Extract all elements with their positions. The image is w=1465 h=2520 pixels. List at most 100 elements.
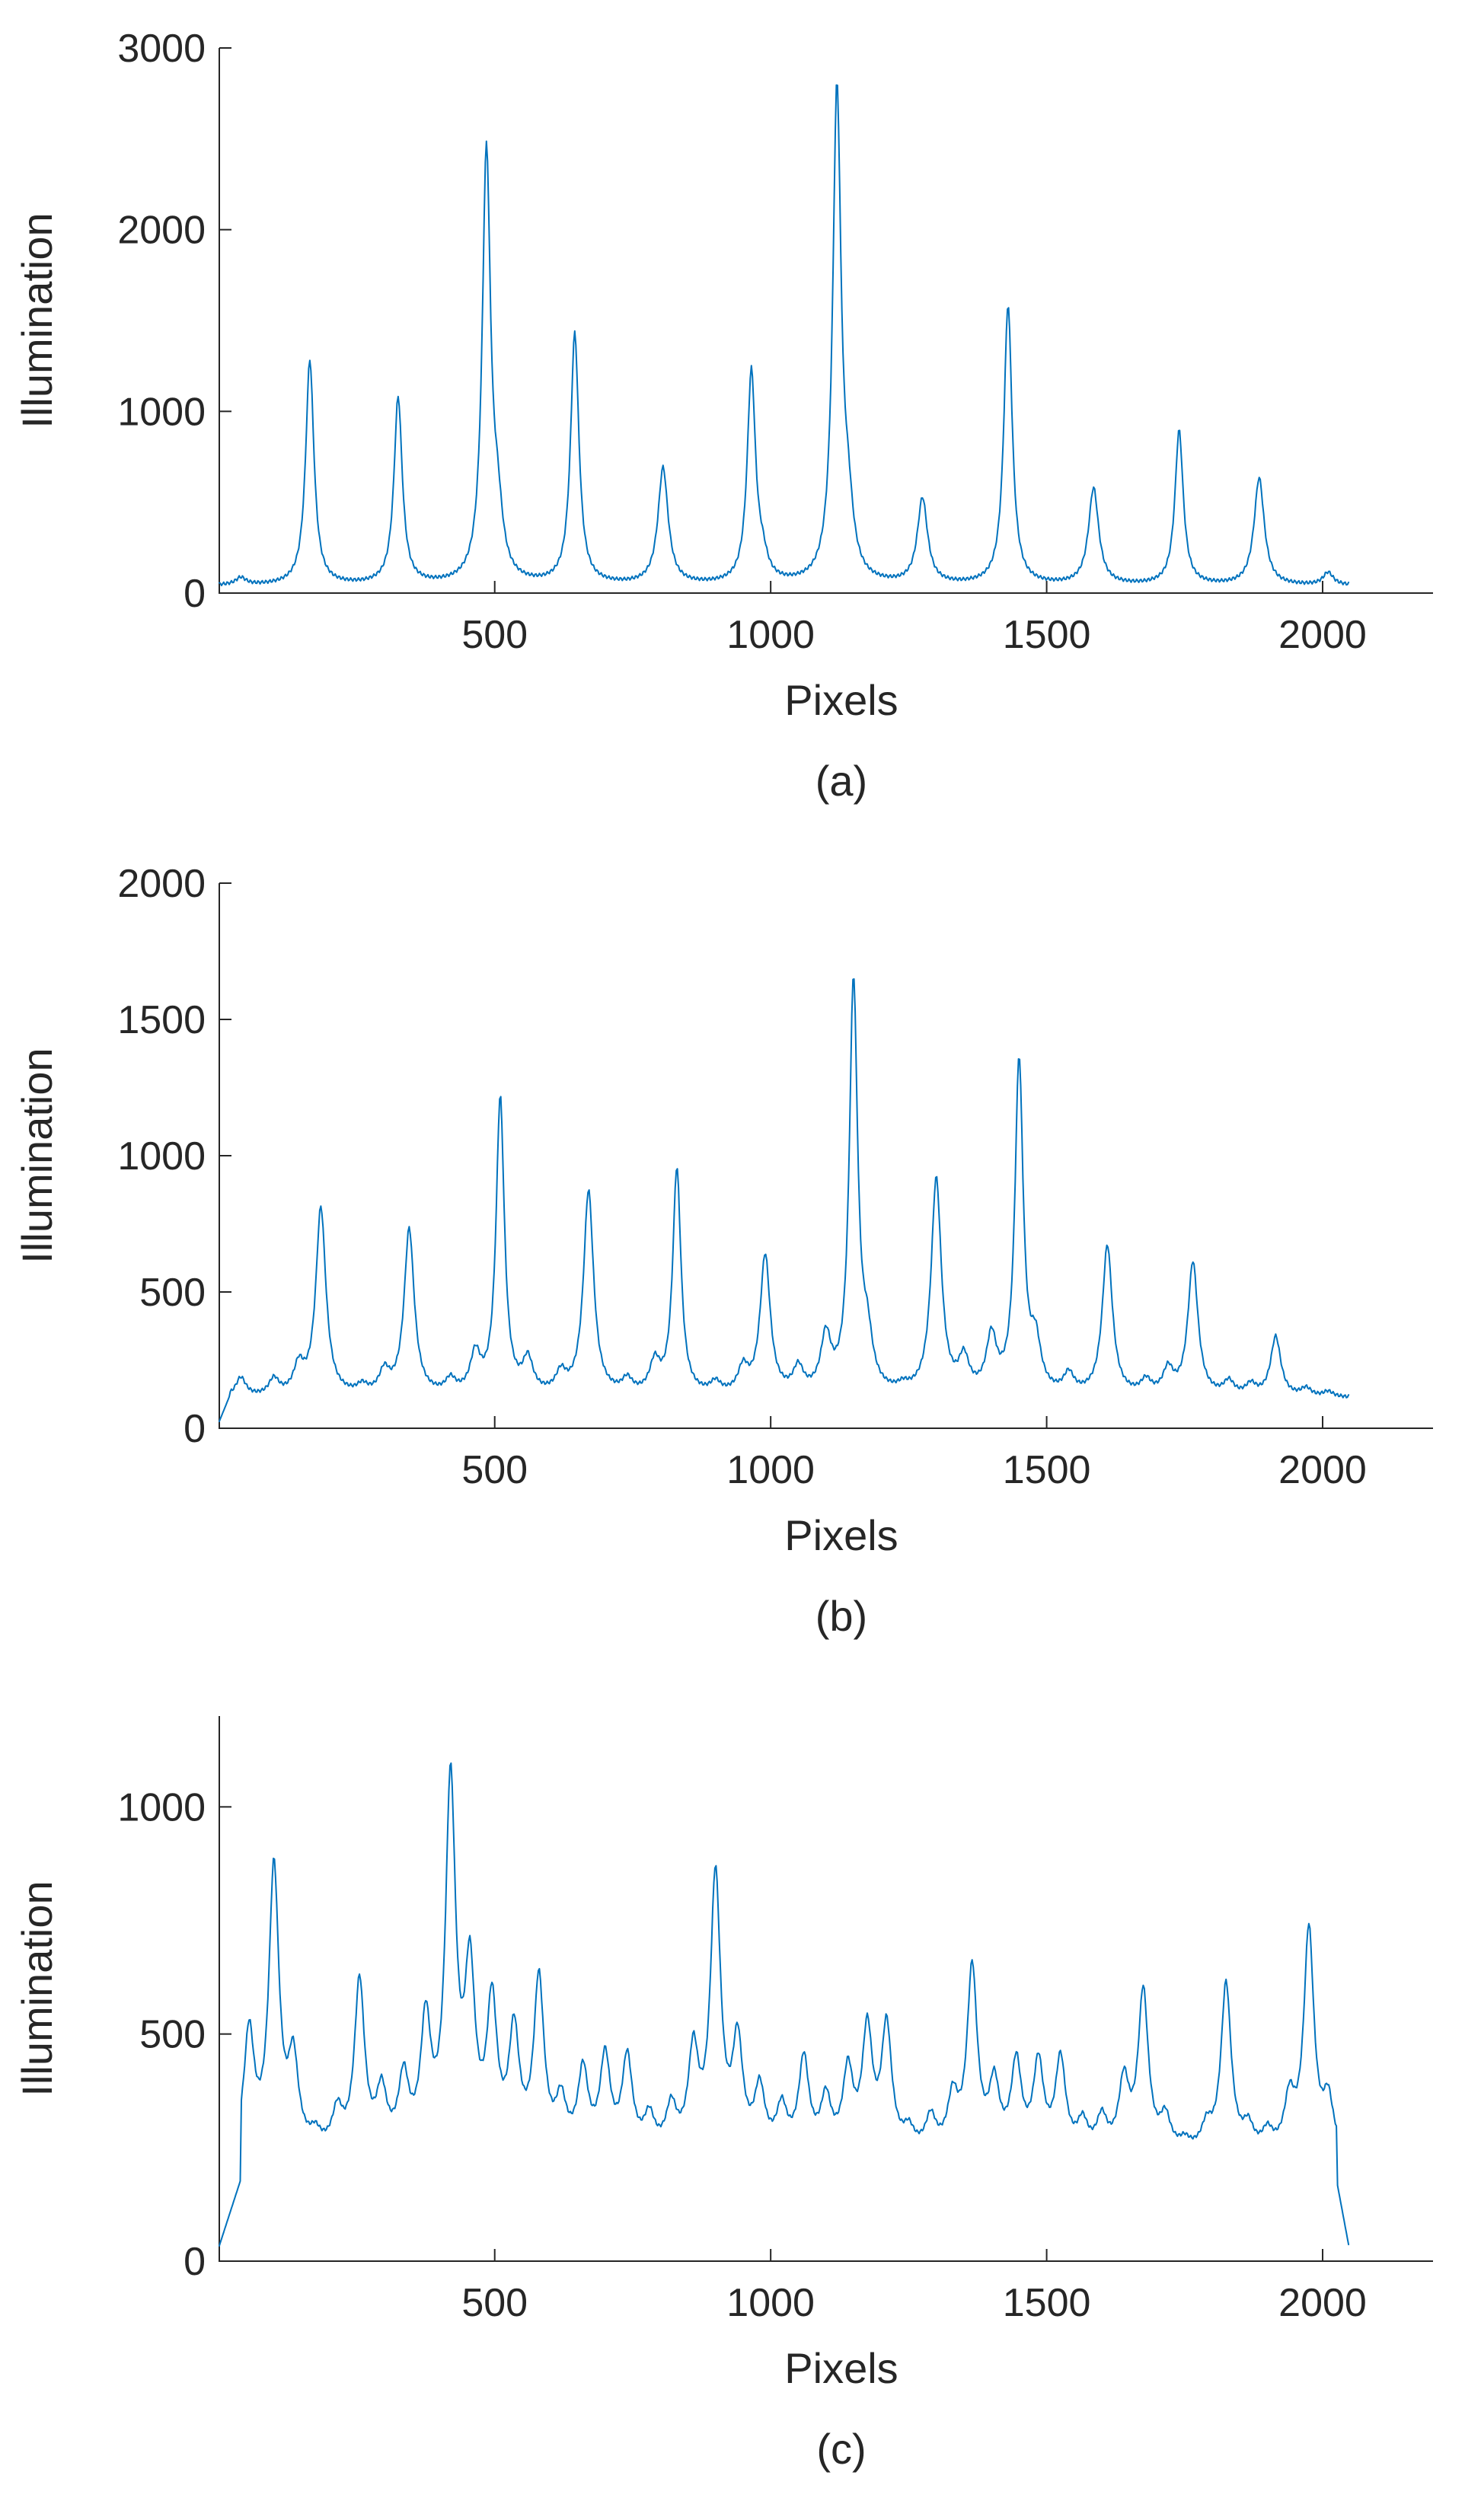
data-point: [662, 469, 663, 470]
y-tick-label: 500: [139, 1271, 206, 1315]
data-point: [1068, 1379, 1069, 1380]
data-point: [798, 1373, 799, 1374]
axes-box: [219, 883, 1433, 1429]
data-point: [936, 1182, 937, 1183]
data-point: [381, 2102, 382, 2103]
y-tick-label: 0: [184, 2240, 206, 2284]
series-line: [219, 978, 1350, 1422]
data-point: [908, 2138, 909, 2139]
x-tick-label: 2000: [1278, 1448, 1367, 1492]
y-axis-label: Illumination: [13, 1048, 61, 1263]
x-tick-label: 2000: [1278, 613, 1367, 657]
data-point: [337, 2120, 338, 2121]
data-point: [693, 2061, 694, 2062]
data-point: [1184, 2147, 1185, 2148]
data-point: [991, 1344, 992, 1345]
axes-box: [219, 1716, 1433, 2262]
x-tick-label: 1000: [726, 1448, 815, 1492]
data-point: [803, 2065, 804, 2066]
data-point: [1206, 2133, 1207, 2134]
data-point: [742, 1373, 743, 1374]
panel-caption: (b): [815, 1592, 867, 1640]
x-tick-label: 500: [461, 613, 528, 657]
data-point: [847, 2079, 848, 2080]
data-point: [574, 335, 575, 336]
data-point: [737, 2052, 738, 2053]
data-point: [1165, 2125, 1166, 2126]
data-point: [397, 398, 398, 399]
y-tick-label: 1500: [117, 998, 206, 1042]
x-tick-label: 500: [461, 2281, 528, 2325]
data-point: [1038, 2070, 1039, 2071]
y-tick-label: 0: [184, 1407, 206, 1451]
data-point: [1102, 2125, 1103, 2126]
y-tick-label: 1000: [117, 1785, 206, 1829]
data-point: [273, 1874, 274, 1875]
chart-panel: 500 1000 1500 2000 0 1000 2000 3000 Pixels Illumi…: [13, 27, 1433, 805]
data-point: [759, 2097, 760, 2098]
data-point: [825, 1344, 826, 1345]
data-point: [837, 95, 838, 96]
x-tick-label: 1500: [1003, 1448, 1091, 1492]
data-point: [1019, 1065, 1020, 1066]
data-point: [298, 1370, 299, 1371]
data-point: [1124, 2088, 1125, 2089]
data-point: [492, 2015, 493, 2016]
x-tick-label: 2000: [1278, 2281, 1367, 2325]
data-point: [1146, 1384, 1147, 1385]
y-tick-label: 2000: [117, 209, 206, 253]
data-point: [582, 2079, 583, 2080]
data-point: [867, 2038, 868, 2039]
data-point: [1168, 1373, 1169, 1374]
data-point: [450, 1793, 451, 1794]
data-point: [715, 1387, 716, 1388]
y-axis-label: Illumination: [13, 1880, 61, 2096]
data-point: [649, 2125, 650, 2126]
data-point: [560, 2111, 561, 2112]
data-point: [654, 1368, 655, 1369]
data-point: [249, 2038, 250, 2039]
data-point: [1143, 1997, 1144, 1998]
data-point: [1060, 2065, 1061, 2066]
data-point: [1250, 1387, 1251, 1388]
data-point: [1107, 1248, 1108, 1249]
data-point: [922, 500, 923, 501]
data-point: [273, 1382, 274, 1383]
data-point: [293, 2070, 294, 2071]
y-tick-label: 3000: [117, 27, 206, 71]
data-point: [1007, 305, 1008, 306]
data-point: [903, 1392, 904, 1393]
data-point: [867, 1351, 868, 1352]
x-tick-label: 1000: [726, 613, 815, 657]
series-line: [219, 1762, 1350, 2247]
data-point: [486, 157, 487, 158]
y-axis-label: Illumination: [13, 212, 61, 428]
axes-box: [219, 48, 1433, 594]
data-point: [1308, 1934, 1309, 1935]
x-tick-label: 1000: [726, 2281, 815, 2325]
y-tick-label: 2000: [117, 862, 206, 906]
data-point: [1328, 1392, 1329, 1393]
x-axis-label: Pixels: [784, 2344, 898, 2392]
series-line: [219, 84, 1350, 587]
y-tick-label: 500: [139, 2013, 206, 2057]
y-tick-label: 1000: [117, 390, 206, 434]
data-point: [450, 1384, 451, 1385]
data-point: [1228, 1384, 1229, 1385]
data-point: [409, 1232, 410, 1233]
data-point: [1248, 2133, 1249, 2134]
data-point: [764, 1259, 765, 1260]
x-tick-label: 1500: [1003, 2281, 1091, 2325]
data-point: [588, 1194, 589, 1195]
panel-caption: (c): [816, 2425, 866, 2473]
data-point: [1093, 489, 1094, 490]
x-axis-label: Pixels: [784, 1511, 898, 1559]
y-tick-label: 0: [184, 572, 206, 616]
data-point: [309, 360, 310, 361]
data-point: [315, 2142, 316, 2143]
data-point: [1016, 2070, 1017, 2071]
data-point: [963, 1365, 964, 1366]
data-point: [1267, 2138, 1268, 2139]
data-point: [560, 1379, 561, 1380]
